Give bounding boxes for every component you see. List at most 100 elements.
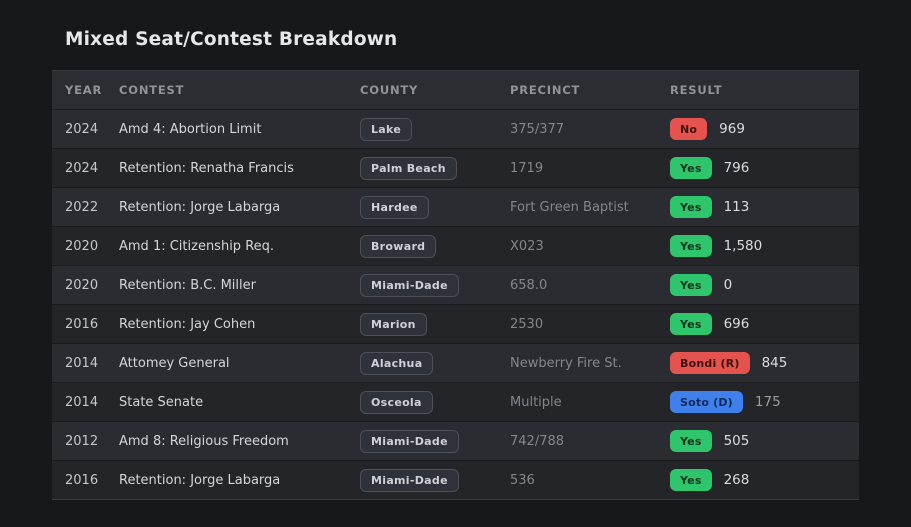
result-badge: Yes bbox=[670, 196, 712, 218]
result-badge: Bondi (R) bbox=[670, 352, 750, 374]
result-value: 969 bbox=[719, 121, 745, 137]
result-cell: Yes 268 bbox=[670, 469, 859, 491]
result-badge: Yes bbox=[670, 235, 712, 257]
contest-cell: Retention: Renatha Francis bbox=[119, 160, 294, 176]
table-row: 2016 Retention: Jorge Labarga Miami-Dade… bbox=[52, 460, 859, 499]
result-cell: No 969 bbox=[670, 118, 859, 140]
county-cell: Broward bbox=[360, 234, 510, 258]
result-value: 796 bbox=[723, 160, 750, 176]
county-badge: Miami-Dade bbox=[360, 429, 459, 453]
year-cell: 2014 bbox=[65, 394, 99, 410]
result-badge: Yes bbox=[670, 313, 712, 335]
result-value: 1,580 bbox=[723, 238, 763, 254]
contest-cell: Retention: Jorge Labarga bbox=[119, 199, 281, 215]
column-header-year: YEAR bbox=[65, 83, 103, 97]
table-row: 2020 Amd 1: Citizenship Req. Broward X02… bbox=[52, 226, 859, 265]
county-badge: Miami-Dade bbox=[360, 273, 459, 297]
result-cell: Yes 113 bbox=[670, 196, 859, 218]
county-cell: Marion bbox=[360, 312, 510, 336]
result-cell: Yes 505 bbox=[670, 430, 859, 452]
county-badge: Palm Beach bbox=[360, 156, 457, 180]
column-header-precinct: PRECINCT bbox=[510, 83, 581, 97]
year-cell: 2016 bbox=[65, 316, 99, 332]
result-badge: Yes bbox=[670, 157, 712, 179]
county-badge: Lake bbox=[360, 117, 413, 141]
page-title: Mixed Seat/Contest Breakdown bbox=[65, 29, 398, 50]
result-cell: Yes 796 bbox=[670, 157, 859, 179]
table-row: 2024 Retention: Renatha Francis Palm Bea… bbox=[52, 148, 859, 187]
county-cell: Hardee bbox=[360, 195, 510, 219]
contest-cell: Retention: B.C. Miller bbox=[119, 277, 256, 293]
result-badge: No bbox=[670, 118, 708, 140]
year-cell: 2024 bbox=[65, 160, 99, 176]
county-cell: Miami-Dade bbox=[360, 429, 510, 453]
table-row: 2014 Attomey General Alachua Newberry Fi… bbox=[52, 343, 859, 382]
county-badge: Miami-Dade bbox=[360, 468, 459, 492]
county-badge: Alachua bbox=[360, 351, 434, 375]
table-row: 2016 Retention: Jay Cohen Marion 2530 Ye… bbox=[52, 304, 859, 343]
county-badge: Hardee bbox=[360, 195, 429, 219]
contest-cell: Retention: Jay Cohen bbox=[119, 316, 256, 332]
year-cell: 2012 bbox=[65, 433, 99, 449]
table-body: 2024 Amd 4: Abortion Limit Lake 375/377 … bbox=[52, 109, 859, 499]
contest-cell: Retention: Jorge Labarga bbox=[119, 472, 281, 488]
table-row: 2024 Amd 4: Abortion Limit Lake 375/377 … bbox=[52, 109, 859, 148]
page: Mixed Seat/Contest Breakdown YEAR CONTEST… bbox=[52, 29, 859, 500]
result-value: 175 bbox=[754, 394, 781, 410]
precinct-cell: X023 bbox=[510, 238, 544, 254]
contest-cell: Amd 4: Abortion Limit bbox=[119, 121, 262, 137]
contest-cell: State Senate bbox=[119, 394, 204, 410]
column-header-result: RESULT bbox=[670, 83, 723, 97]
column-header-contest: CONTEST bbox=[119, 83, 185, 97]
table-row: 2014 State Senate Osceola Multiple Soto … bbox=[52, 382, 859, 421]
county-cell: Miami-Dade bbox=[360, 468, 510, 492]
result-cell: Bondi (R) 845 bbox=[670, 352, 859, 374]
contest-cell: Amd 1: Citizenship Req. bbox=[119, 238, 275, 254]
county-cell: Palm Beach bbox=[360, 156, 510, 180]
precinct-cell: 536 bbox=[510, 472, 535, 488]
table-row: 2022 Retention: Jorge Labarga Hardee For… bbox=[52, 187, 859, 226]
result-cell: Soto (D) 175 bbox=[670, 391, 859, 413]
result-value: 113 bbox=[723, 199, 750, 215]
column-header-county: COUNTY bbox=[360, 83, 419, 97]
table-header: YEAR CONTEST COUNTY PRECINCT RESULT bbox=[52, 71, 859, 109]
result-badge: Yes bbox=[670, 274, 712, 296]
result-badge: Yes bbox=[670, 469, 712, 491]
county-cell: Alachua bbox=[360, 351, 510, 375]
county-cell: Osceola bbox=[360, 390, 510, 414]
result-value: 505 bbox=[723, 433, 750, 449]
precinct-cell: 375/377 bbox=[510, 121, 565, 137]
result-cell: Yes 0 bbox=[670, 274, 859, 296]
county-badge: Osceola bbox=[360, 390, 433, 414]
table-row: 2020 Retention: B.C. Miller Miami-Dade 6… bbox=[52, 265, 859, 304]
year-cell: 2020 bbox=[65, 277, 99, 293]
precinct-cell: Newberry Fire St. bbox=[510, 355, 622, 371]
precinct-cell: Multiple bbox=[510, 394, 562, 410]
table-row: 2012 Amd 8: Religious Freedom Miami-Dade… bbox=[52, 421, 859, 460]
county-badge: Broward bbox=[360, 234, 437, 258]
county-badge: Marion bbox=[360, 312, 427, 336]
result-value: 696 bbox=[723, 316, 750, 332]
year-cell: 2024 bbox=[65, 121, 99, 137]
precinct-cell: 658.0 bbox=[510, 277, 548, 293]
year-cell: 2014 bbox=[65, 355, 99, 371]
result-value: 268 bbox=[723, 472, 750, 488]
precinct-cell: 742/788 bbox=[510, 433, 565, 449]
result-badge: Yes bbox=[670, 430, 712, 452]
result-value: 0 bbox=[723, 277, 733, 293]
results-table: YEAR CONTEST COUNTY PRECINCT RESULT 2024 Amd… bbox=[52, 70, 859, 500]
precinct-cell: Fort Green Baptist bbox=[510, 199, 629, 215]
result-cell: Yes 1,580 bbox=[670, 235, 859, 257]
county-cell: Lake bbox=[360, 117, 510, 141]
result-cell: Yes 696 bbox=[670, 313, 859, 335]
precinct-cell: 2530 bbox=[510, 316, 544, 332]
precinct-cell: 1719 bbox=[510, 160, 544, 176]
result-value: 845 bbox=[761, 355, 788, 371]
result-badge: Soto (D) bbox=[670, 391, 743, 413]
contest-cell: Amd 8: Religious Freedom bbox=[119, 433, 289, 449]
year-cell: 2022 bbox=[65, 199, 99, 215]
year-cell: 2020 bbox=[65, 238, 99, 254]
year-cell: 2016 bbox=[65, 472, 99, 488]
contest-cell: Attomey General bbox=[119, 355, 230, 371]
county-cell: Miami-Dade bbox=[360, 273, 510, 297]
